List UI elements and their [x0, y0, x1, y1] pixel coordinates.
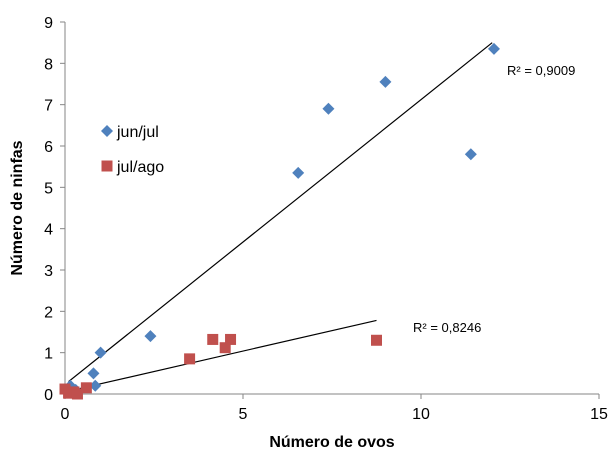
data-point-jul-ago: [371, 334, 382, 346]
legend: jun/jul jul/ago: [101, 124, 164, 176]
data-point-jul-ago: [219, 342, 231, 354]
y-tick-label: 7: [44, 98, 53, 115]
y-tick-label: 1: [44, 346, 53, 363]
data-point-jun-jul: [292, 166, 305, 179]
y-tick-label: 5: [44, 180, 53, 197]
axes: 0 5 10 15 0 1 2 3 4 5 6 7 8 9: [44, 15, 608, 423]
y-tick-label: 0: [44, 387, 53, 404]
data-point-jun-jul: [322, 102, 335, 115]
data-point-jul-ago: [207, 333, 219, 345]
x-axis-title: Número de ovos: [269, 434, 394, 451]
x-ticks: 0 5 10 15: [61, 394, 608, 423]
x-tick-label: 10: [412, 406, 430, 423]
trendline-jul-ago: [64, 319, 377, 393]
data-point-jun-jul: [487, 42, 500, 55]
data-point-jun-jul: [144, 330, 157, 343]
y-tick-label: 8: [44, 56, 53, 73]
x-tick-label: 5: [239, 406, 248, 423]
data-point-jul-ago: [225, 333, 237, 345]
trendline-jun-jul: [68, 42, 493, 383]
y-tick-label: 6: [44, 139, 53, 156]
y-axis-title: Número de ninfas: [9, 140, 26, 275]
r-squared-label-jul-ago: R² = 0,8246: [413, 320, 481, 335]
data-point-jul-ago: [80, 382, 92, 394]
y-tick-label: 4: [44, 222, 53, 239]
data-point-jun-jul: [89, 379, 102, 392]
x-tick-label: 15: [590, 406, 608, 423]
y-tick-label: 3: [44, 263, 53, 280]
trendlines: [64, 42, 493, 393]
data-point-jun-jul: [94, 346, 107, 359]
r-squared-label-jun-jul: R² = 0,9009: [507, 63, 575, 78]
data-points: [59, 42, 500, 400]
data-point-jun-jul: [464, 148, 477, 161]
y-ticks: 0 1 2 3 4 5 6 7 8 9: [44, 15, 65, 404]
legend-label-jul-ago: jul/ago: [116, 159, 164, 176]
r-squared-labels: R² = 0,9009 R² = 0,8246: [413, 63, 575, 335]
y-tick-label: 2: [44, 304, 53, 321]
legend-marker-jun-jul: [101, 125, 113, 137]
data-point-jul-ago: [71, 388, 83, 400]
legend-entry-jun-jul: jun/jul: [101, 124, 159, 141]
legend-entry-jul-ago: jul/ago: [101, 159, 164, 176]
x-tick-label: 0: [61, 406, 70, 423]
legend-label-jun-jul: jun/jul: [116, 124, 159, 141]
legend-marker-jul-ago: [101, 160, 113, 172]
data-point-jun-jul: [87, 367, 100, 380]
data-point-jul-ago: [184, 353, 196, 365]
y-tick-label: 9: [44, 15, 53, 32]
data-point-jun-jul: [379, 75, 392, 88]
